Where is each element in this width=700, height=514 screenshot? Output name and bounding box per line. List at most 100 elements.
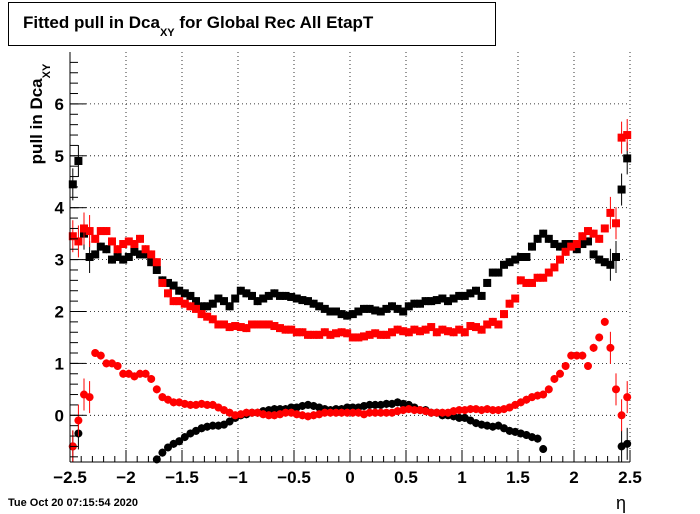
data-point-square (561, 240, 570, 249)
data-point-square (343, 329, 352, 338)
data-point-circle (175, 437, 184, 446)
data-point-square (85, 227, 94, 236)
data-point-square (113, 253, 122, 261)
data-point-square (348, 310, 357, 319)
data-point-circle (141, 369, 150, 378)
data-point-square (124, 237, 133, 246)
data-point-square (236, 323, 245, 332)
x-tick-label: −1 (228, 468, 247, 487)
data-point-square (147, 250, 156, 259)
data-point-circle (102, 359, 111, 368)
x-tick-label: 1.5 (506, 468, 530, 487)
data-point-square (141, 250, 150, 259)
x-tick-label: −2 (116, 468, 135, 487)
data-point-square (438, 325, 447, 334)
data-point-square (505, 299, 514, 308)
data-point-square (192, 304, 200, 313)
data-point-circle (556, 369, 564, 378)
data-point-square (404, 302, 413, 311)
data-point-square (584, 237, 592, 246)
data-point-square (113, 245, 122, 254)
data-point-square (270, 322, 279, 331)
data-point-square (248, 320, 256, 329)
data-point-square (225, 302, 234, 311)
data-point-circle (561, 361, 570, 370)
data-point-circle (567, 351, 576, 360)
data-point-square (516, 253, 525, 261)
data-point-square (152, 265, 161, 274)
data-point-square (623, 131, 632, 140)
data-point-circle (365, 400, 374, 409)
data-point-square (376, 307, 385, 316)
data-point-circle (264, 411, 273, 420)
data-point-square (96, 242, 105, 251)
data-point-square (399, 327, 408, 336)
data-point-circle (617, 411, 626, 420)
data-point-square (309, 299, 318, 308)
data-point-square (68, 232, 77, 241)
y-tick-label: 5 (55, 147, 64, 166)
data-point-circle (332, 408, 340, 417)
data-point-square (533, 273, 542, 282)
data-point-circle (623, 393, 632, 402)
data-point-circle (382, 408, 391, 417)
data-point-square (248, 291, 256, 300)
data-point-square (539, 273, 548, 282)
data-point-square (460, 328, 469, 337)
data-point-square (511, 294, 520, 303)
data-point-square (600, 224, 609, 233)
data-point-square (606, 260, 615, 269)
data-point-square (561, 247, 570, 256)
data-point-square (460, 291, 469, 300)
data-point-square (427, 323, 436, 332)
data-point-square (124, 253, 133, 261)
data-point-square (393, 325, 402, 334)
data-point-square (382, 304, 391, 313)
x-tick-label: 2 (569, 468, 578, 487)
x-tick-label: 2.5 (618, 468, 642, 487)
data-point-square (477, 325, 486, 334)
data-point-square (516, 276, 525, 285)
data-point-circle (203, 400, 212, 409)
data-point-circle (533, 434, 542, 443)
data-point-square (326, 330, 335, 339)
data-point-square (304, 330, 312, 339)
data-point-circle (623, 439, 632, 448)
data-point-square (472, 286, 480, 295)
data-point-circle (438, 408, 447, 417)
data-point-square (320, 304, 329, 313)
data-point-square (337, 328, 346, 337)
data-point-square (382, 330, 391, 339)
data-point-circle (606, 343, 615, 352)
data-point-circle (488, 406, 497, 415)
data-point-square (136, 250, 144, 259)
data-point-square (522, 253, 531, 261)
data-point-square (388, 328, 396, 337)
data-point-circle (455, 406, 464, 415)
data-point-square (556, 242, 564, 251)
data-point-square (511, 255, 520, 264)
data-point-square (320, 328, 329, 337)
data-point-square (136, 234, 144, 243)
y-axis-label: pull in DcaXY (27, 9, 53, 219)
data-point-square (326, 307, 335, 316)
y-tick-label: 0 (55, 406, 64, 425)
data-point-square (85, 253, 94, 261)
data-point-circle (152, 385, 161, 394)
x-tick-label: 1 (457, 468, 466, 487)
data-point-circle (281, 408, 290, 417)
data-point-square (348, 333, 357, 342)
data-point-square (578, 232, 587, 241)
data-point-circle (343, 408, 352, 417)
chart-title-rest: for Global Rec All EtapT (174, 13, 374, 32)
data-point-square (494, 320, 503, 329)
data-point-square (539, 229, 548, 238)
data-point-circle (113, 361, 122, 370)
data-point-square (416, 327, 424, 336)
data-point-square (96, 227, 105, 236)
data-point-square (175, 297, 184, 306)
data-point-circle (119, 369, 128, 378)
data-point-square (544, 268, 553, 277)
data-point-square (192, 297, 200, 306)
